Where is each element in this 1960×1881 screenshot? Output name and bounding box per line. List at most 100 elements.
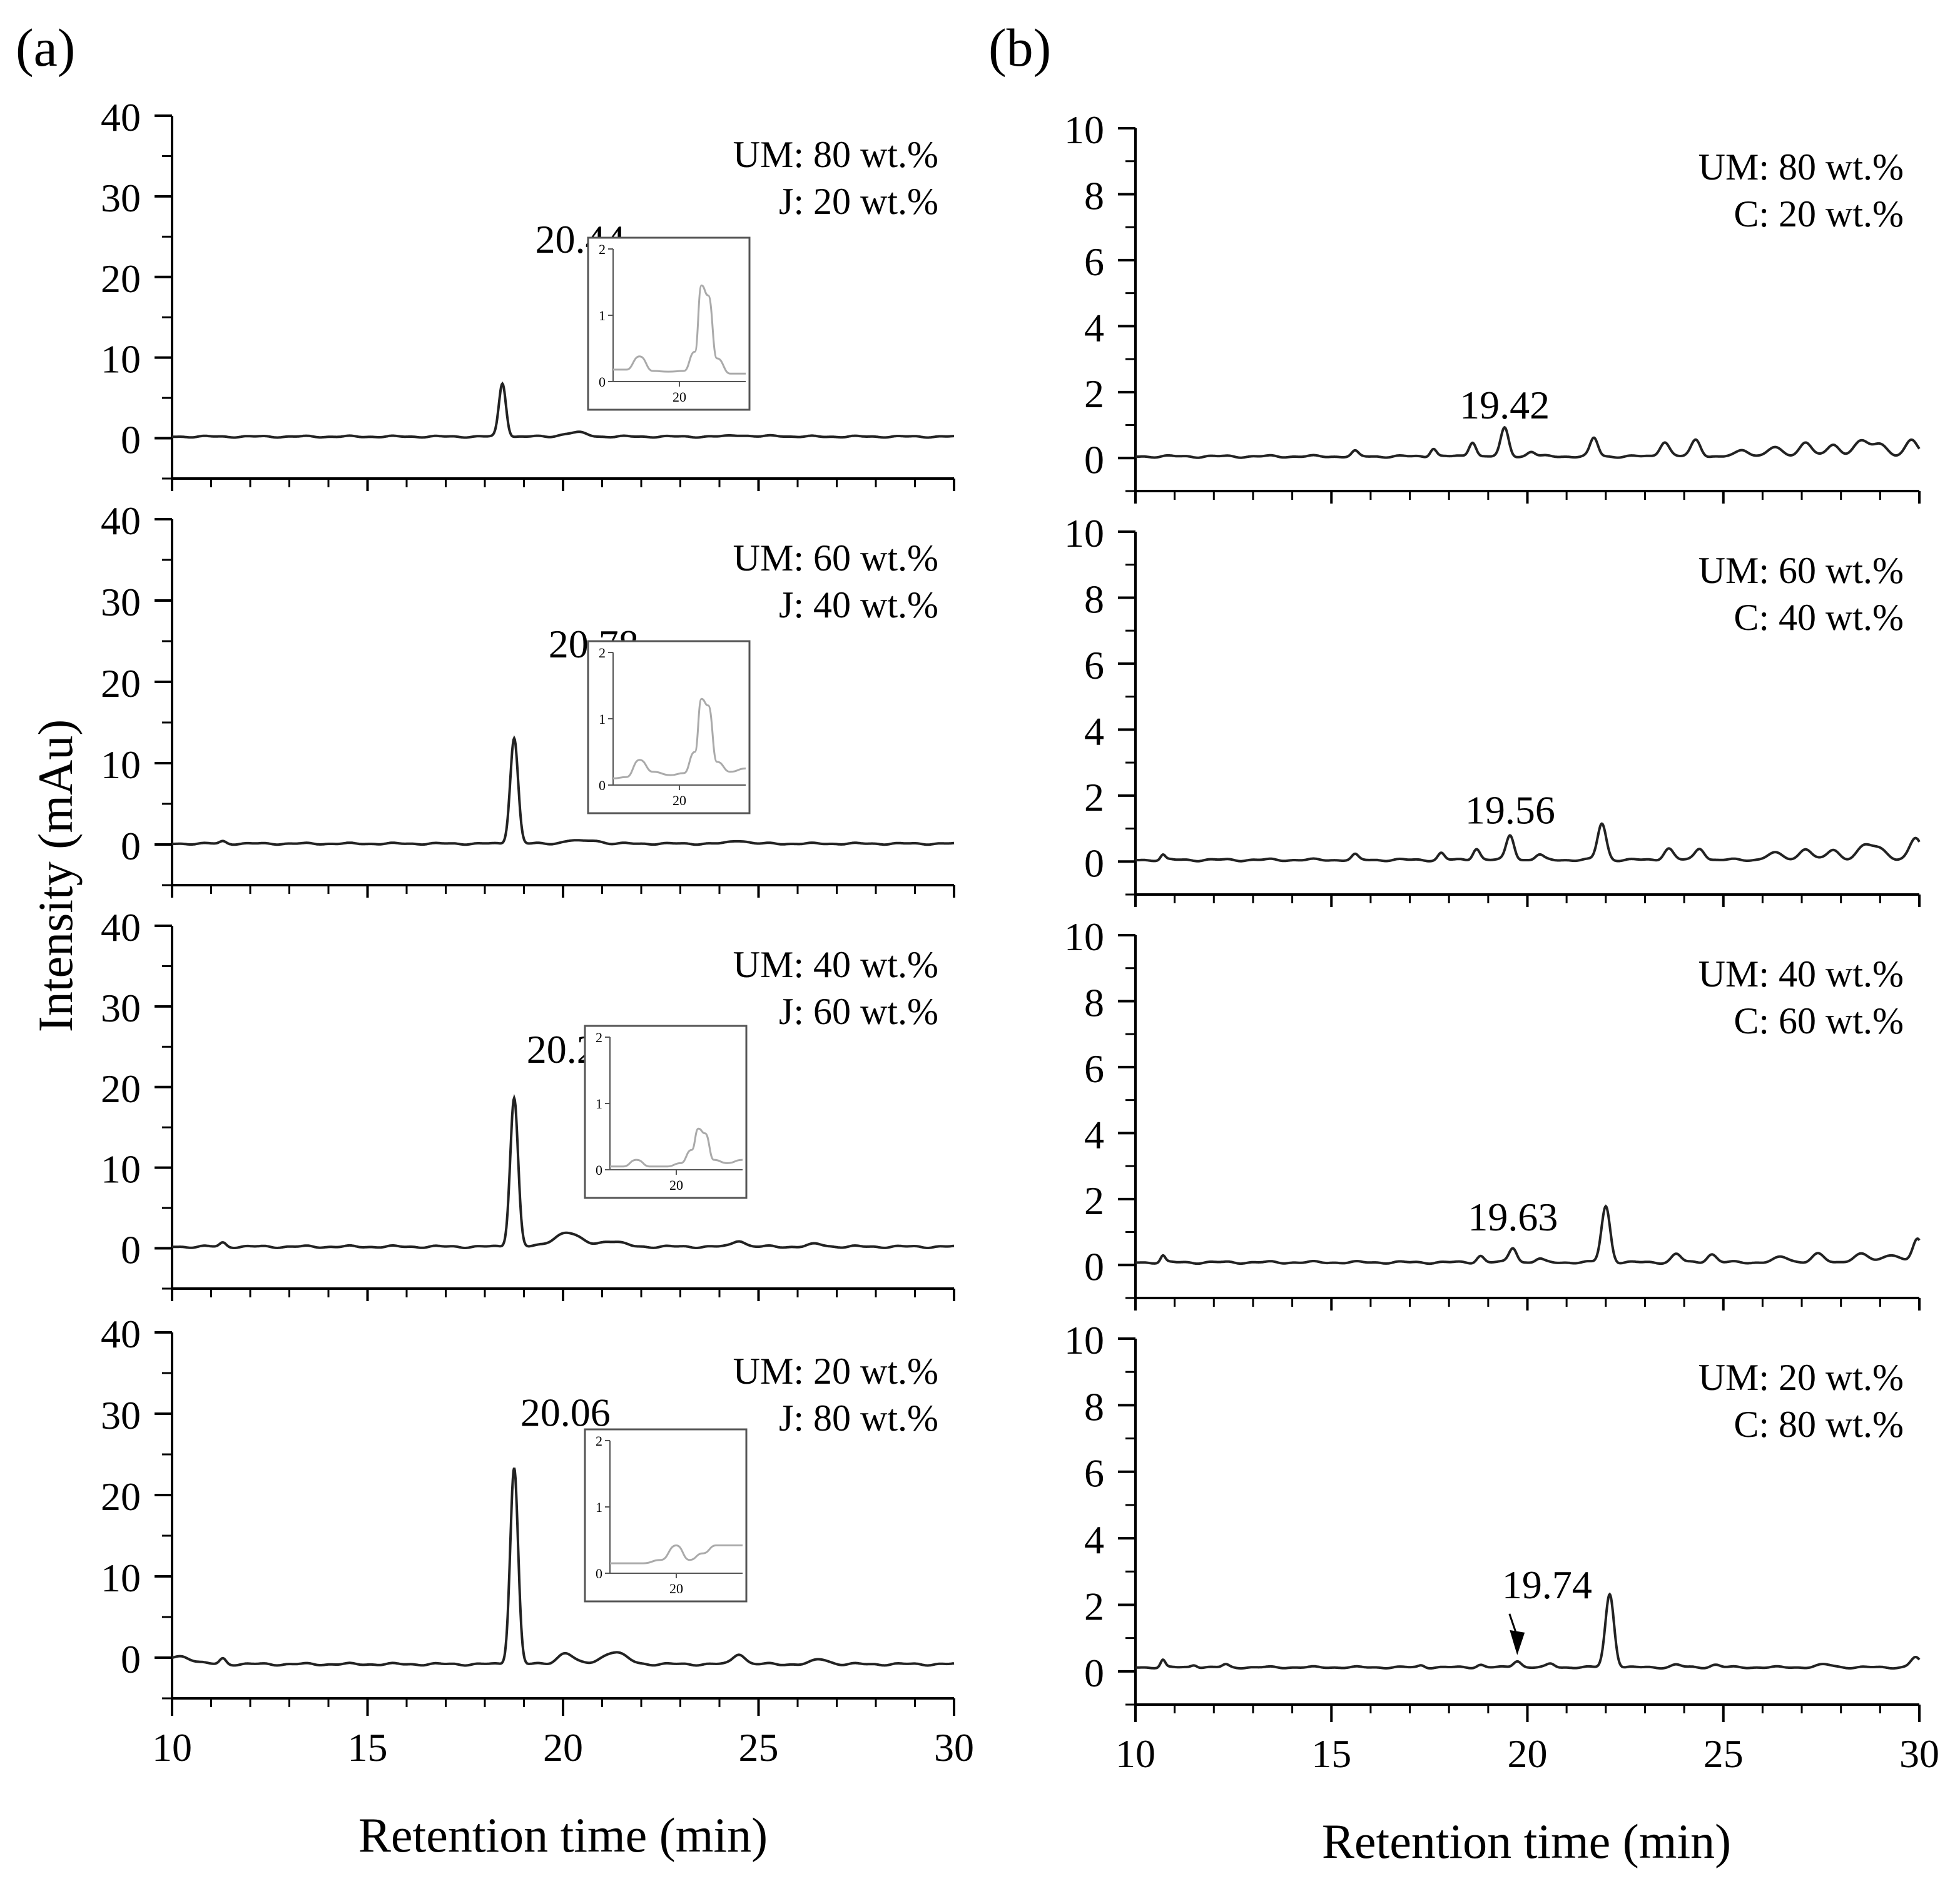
y-tick-label: 2 bbox=[1084, 1584, 1104, 1628]
inset-line bbox=[612, 284, 746, 375]
chromatogram-line bbox=[1135, 1204, 1921, 1265]
inset-chart: 0 1 2 20 bbox=[587, 236, 751, 411]
y-tick-label: 40 bbox=[101, 1312, 141, 1356]
y-tick-label: 4 bbox=[1084, 1112, 1104, 1157]
x-tick-label: 15 bbox=[348, 1725, 388, 1770]
legend-line: C: 80 wt.% bbox=[1734, 1404, 1904, 1445]
inset-line bbox=[610, 1544, 743, 1564]
inset-y-tick-label: 1 bbox=[596, 1096, 602, 1112]
y-tick-label: 6 bbox=[1084, 1451, 1104, 1496]
legend-line: C: 20 wt.% bbox=[1734, 193, 1904, 235]
chromatogram-line bbox=[172, 381, 955, 439]
legend-line: J: 20 wt.% bbox=[779, 181, 938, 222]
panel-a-label: (a) bbox=[16, 18, 75, 78]
y-tick-label: 20 bbox=[101, 1067, 141, 1111]
inset-y-tick-label: 0 bbox=[599, 374, 606, 390]
x-tick-label: 30 bbox=[934, 1725, 974, 1770]
x-axis-label-b: Retention time (min) bbox=[1322, 1814, 1731, 1868]
x-tick-label: 20 bbox=[543, 1725, 583, 1770]
inset-y-tick-label: 0 bbox=[596, 1162, 602, 1178]
x-tick-label: 10 bbox=[152, 1725, 192, 1770]
annotation-arrow-head bbox=[1510, 1630, 1525, 1655]
chromatogram-line bbox=[171, 1093, 955, 1249]
y-tick-label: 0 bbox=[1084, 841, 1104, 885]
legend-line: UM: 20 wt.% bbox=[1698, 1357, 1904, 1398]
y-tick-label: 8 bbox=[1084, 980, 1104, 1025]
inset-y-tick-label: 2 bbox=[599, 241, 606, 257]
y-tick-label: 30 bbox=[101, 176, 141, 220]
legend-line: J: 40 wt.% bbox=[779, 584, 938, 626]
y-tick-label: 20 bbox=[101, 1474, 141, 1519]
inset-frame bbox=[587, 236, 751, 411]
y-tick-label: 0 bbox=[1084, 1244, 1104, 1289]
chromatogram-line bbox=[172, 735, 955, 846]
inset-frame bbox=[587, 640, 751, 814]
inset-y-tick-label: 1 bbox=[599, 308, 606, 323]
inset-line bbox=[610, 1127, 743, 1168]
y-tick-label: 2 bbox=[1084, 775, 1104, 819]
y-tick-label: 0 bbox=[1084, 1651, 1104, 1695]
x-axis-label-a: Retention time (min) bbox=[358, 1808, 768, 1862]
panel-b-label: (b) bbox=[988, 18, 1051, 78]
inset-y-tick-label: 1 bbox=[599, 711, 606, 727]
inset-y-tick-label: 2 bbox=[599, 645, 606, 661]
inset-chart: 0 1 2 20 bbox=[584, 1025, 748, 1199]
x-tick-label: 20 bbox=[1508, 1731, 1548, 1776]
y-axis-label: Intensity (mAu) bbox=[28, 719, 83, 1032]
plot-b-1: 0 2 4 6 8 10 UM: 80 wt.% C: 20 wt.% 19.42 bbox=[1064, 108, 1921, 504]
inset-frame bbox=[584, 1428, 748, 1603]
legend-line: C: 40 wt.% bbox=[1734, 597, 1904, 638]
y-tick-label: 40 bbox=[101, 499, 141, 543]
y-tick-label: 0 bbox=[121, 1637, 141, 1681]
plot-b-3: 0 2 4 6 8 10 UM: 40 wt.% C: 60 wt.% 19.63 bbox=[1064, 915, 1921, 1311]
peak-annotation: 19.74 bbox=[1502, 1563, 1592, 1607]
y-tick-label: 4 bbox=[1084, 305, 1104, 350]
y-tick-label: 4 bbox=[1084, 1518, 1104, 1562]
y-tick-label: 0 bbox=[121, 1228, 141, 1272]
legend-line: UM: 80 wt.% bbox=[1698, 146, 1904, 188]
peak-annotation: 19.56 bbox=[1465, 788, 1555, 833]
legend-line: J: 80 wt.% bbox=[779, 1397, 938, 1439]
y-tick-label: 20 bbox=[101, 256, 141, 301]
y-tick-label: 10 bbox=[1064, 108, 1104, 152]
y-tick-label: 4 bbox=[1084, 709, 1104, 753]
inset-y-tick-label: 0 bbox=[599, 778, 606, 793]
peak-annotation: 20.06 bbox=[520, 1391, 611, 1435]
y-tick-label: 6 bbox=[1084, 240, 1104, 284]
legend-line: UM: 20 wt.% bbox=[733, 1351, 938, 1392]
x-tick-label: 25 bbox=[739, 1725, 779, 1770]
y-tick-label: 10 bbox=[1064, 915, 1104, 959]
chromatogram-line bbox=[171, 1468, 955, 1667]
legend-line: UM: 60 wt.% bbox=[1698, 550, 1904, 591]
chromatogram-line bbox=[1135, 425, 1921, 459]
y-tick-label: 10 bbox=[1064, 1318, 1104, 1362]
inset-x-tick-label: 20 bbox=[669, 1581, 683, 1596]
chromatogram-line bbox=[1135, 822, 1921, 863]
y-tick-label: 8 bbox=[1084, 173, 1104, 218]
plot-b-2: 0 2 4 6 8 10 UM: 60 wt.% C: 40 wt.% 19.56 bbox=[1064, 511, 1921, 907]
inset-x-tick-label: 20 bbox=[669, 1177, 683, 1193]
x-tick-label: 30 bbox=[1899, 1731, 1939, 1776]
y-tick-label: 0 bbox=[121, 824, 141, 868]
inset-chart: 0 1 2 20 bbox=[587, 640, 751, 814]
legend-line: J: 60 wt.% bbox=[779, 991, 938, 1032]
x-tick-label: 10 bbox=[1115, 1731, 1155, 1776]
legend-line: UM: 40 wt.% bbox=[733, 944, 938, 985]
y-tick-label: 30 bbox=[101, 580, 141, 624]
y-tick-label: 40 bbox=[101, 905, 141, 950]
inset-x-tick-label: 20 bbox=[673, 793, 686, 808]
y-tick-label: 20 bbox=[101, 661, 141, 706]
legend-line: UM: 60 wt.% bbox=[733, 537, 938, 579]
y-tick-label: 0 bbox=[1084, 437, 1104, 482]
chromatogram-line bbox=[1135, 1592, 1921, 1670]
inset-x-tick-label: 20 bbox=[673, 389, 686, 405]
y-tick-label: 2 bbox=[1084, 1179, 1104, 1223]
y-tick-label: 10 bbox=[101, 337, 141, 382]
y-tick-label: 10 bbox=[1064, 511, 1104, 555]
legend-line: UM: 40 wt.% bbox=[1698, 953, 1904, 995]
